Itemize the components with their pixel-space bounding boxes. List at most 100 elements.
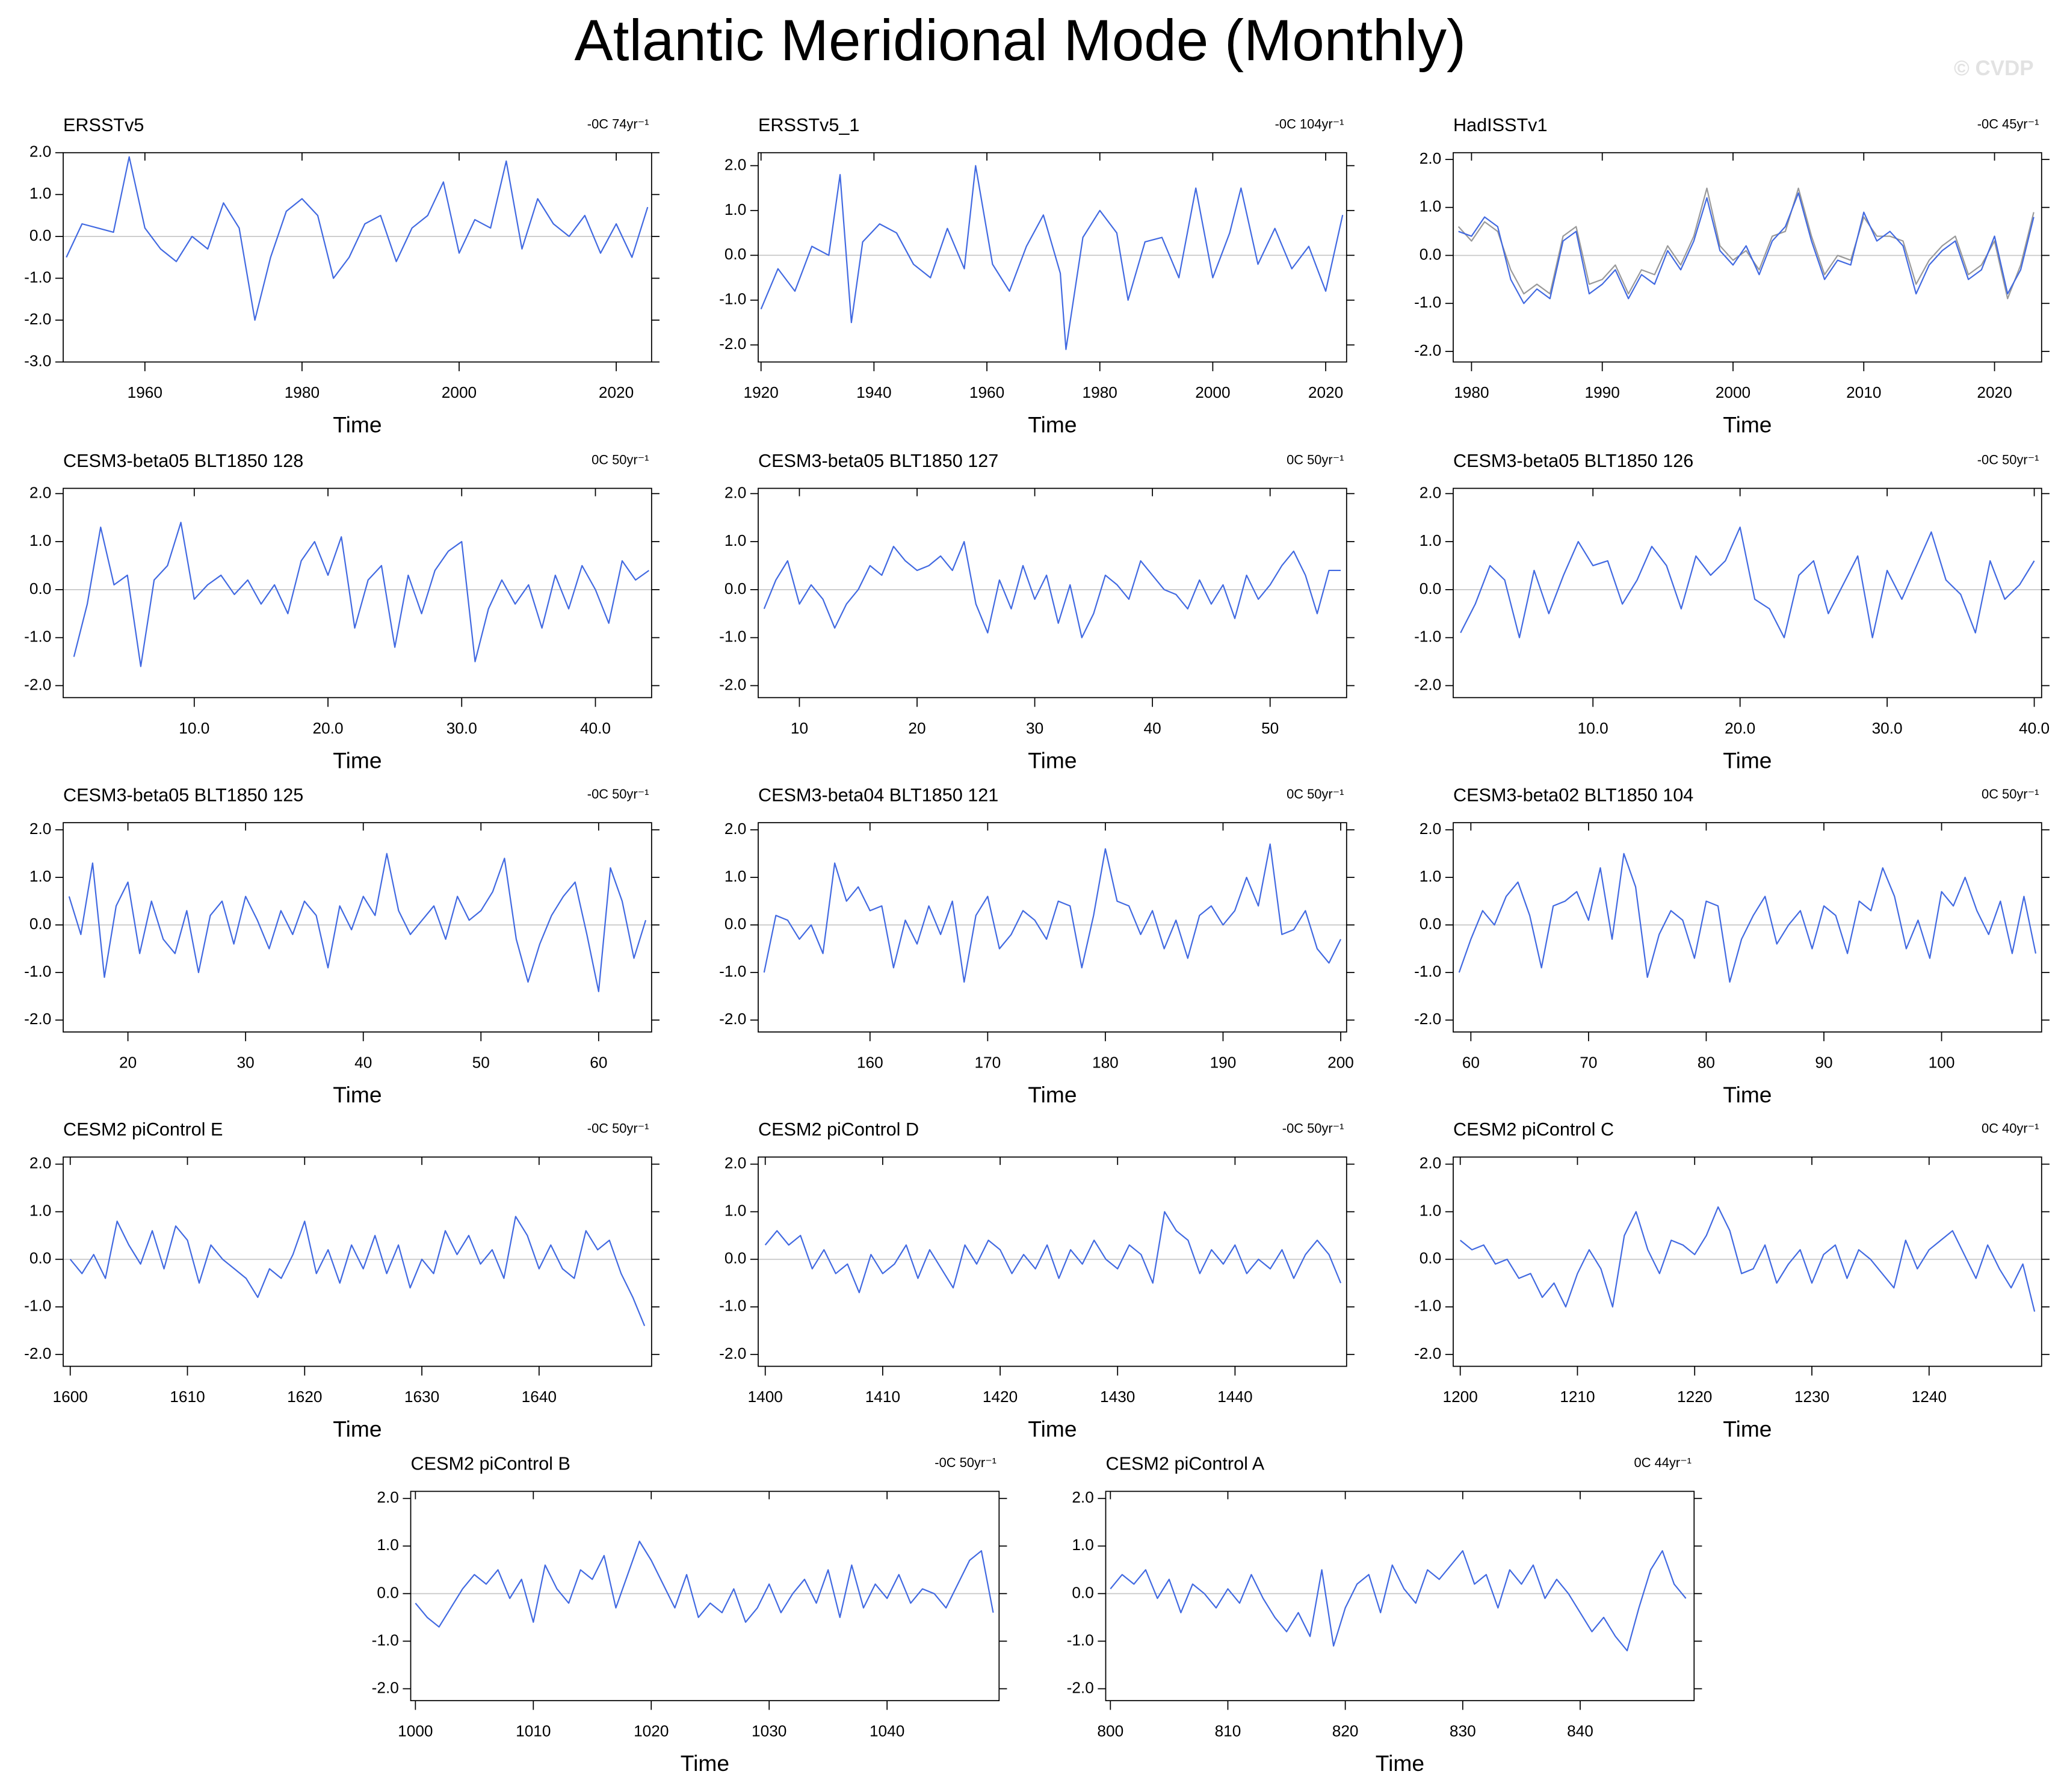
panel: ERSSTv5 -0C 74yr⁻¹ -3.0 -2.0 -1.0 0.0 1.0 2.0 19…	[24, 115, 660, 437]
x-tick-label: 70	[1580, 1053, 1597, 1071]
y-tick-label: 1.0	[1072, 1536, 1093, 1554]
x-tick-label: 1220	[1677, 1388, 1712, 1406]
x-tick-label: 80	[1698, 1053, 1715, 1071]
x-axis-label: Time	[1723, 1417, 1772, 1442]
panel-annotation: 0C 50yr⁻¹	[1982, 786, 2039, 802]
x-tick-label: 10	[791, 719, 808, 737]
x-tick-label: 2020	[1977, 383, 2012, 401]
series-line	[1457, 187, 2035, 300]
y-tick-label: -2.0	[24, 675, 51, 693]
y-tick-label: 1.0	[377, 1536, 398, 1554]
x-axis-label: Time	[681, 1750, 729, 1776]
x-tick-label: 40	[1144, 719, 1161, 737]
plot-frame	[758, 152, 1347, 363]
panel: CESM2 piControl C 0C 40yr⁻¹ -2.0 -1.0 0.0 1.0…	[1414, 1119, 2050, 1442]
x-tick-label: 60	[1462, 1053, 1480, 1071]
panel-annotation: -0C 104yr⁻¹	[1275, 117, 1344, 132]
x-tick-label: 1640	[522, 1388, 557, 1406]
panel-title: CESM3-beta04 BLT1850 121	[758, 785, 998, 806]
panel-title: CESM2 piControl E	[63, 1119, 223, 1140]
x-tick-label: 1000	[398, 1722, 433, 1740]
panel-annotation: -0C 50yr⁻¹	[1977, 452, 2039, 467]
series-line	[73, 522, 650, 667]
x-tick-label: 30	[1026, 719, 1043, 737]
x-tick-label: 40.0	[580, 719, 611, 737]
x-tick-label: 1630	[404, 1388, 439, 1406]
series-line	[1460, 527, 2035, 638]
y-tick-label: 2.0	[29, 143, 51, 161]
panel-title: ERSSTv5	[63, 115, 144, 135]
x-tick-label: 2020	[599, 383, 634, 401]
series-line	[763, 843, 1342, 983]
y-tick-label: 0.0	[377, 1583, 398, 1601]
x-tick-label: 10.0	[1578, 719, 1608, 737]
y-tick-label: 0.0	[1072, 1583, 1093, 1601]
series-line	[68, 853, 647, 992]
panel: HadISSTv1 -0C 45yr⁻¹ -2.0 -1.0 0.0 1.0 2.0 1980…	[1414, 115, 2050, 437]
plot-frame	[1453, 822, 2042, 1033]
y-tick-label: -2.0	[719, 675, 746, 693]
panel-annotation: -0C 45yr⁻¹	[1977, 117, 2039, 132]
x-tick-label: 2000	[1716, 383, 1750, 401]
x-tick-label: 800	[1097, 1722, 1123, 1740]
y-tick-label: 2.0	[1420, 483, 1441, 501]
x-tick-label: 2020	[1308, 383, 1343, 401]
panel-title: CESM3-beta05 BLT1850 125	[63, 785, 303, 806]
y-tick-label: -1.0	[719, 1297, 746, 1315]
plot-frame	[63, 152, 652, 363]
x-tick-label: 30.0	[446, 719, 477, 737]
plot-frame	[63, 1156, 652, 1367]
x-tick-label: 20.0	[1725, 719, 1755, 737]
x-tick-label: 2010	[1846, 383, 1881, 401]
panel-title: CESM3-beta05 BLT1850 126	[1453, 451, 1693, 471]
y-tick-label: 1.0	[725, 531, 746, 549]
x-axis-label: Time	[333, 1082, 382, 1107]
x-tick-label: 20	[908, 719, 925, 737]
series-line	[1110, 1550, 1687, 1652]
x-tick-label: 1980	[1454, 383, 1489, 401]
x-tick-label: 1990	[1585, 383, 1620, 401]
x-tick-label: 1420	[983, 1388, 1018, 1406]
y-tick-label: -1.0	[719, 628, 746, 646]
y-tick-label: 0.0	[1420, 245, 1441, 263]
y-tick-label: 0.0	[725, 1249, 746, 1267]
plot-frame	[63, 822, 652, 1033]
x-tick-label: 840	[1567, 1722, 1593, 1740]
series-line	[763, 540, 1341, 638]
y-tick-label: 2.0	[725, 483, 746, 501]
y-tick-label: 2.0	[1420, 149, 1441, 167]
x-tick-label: 180	[1092, 1053, 1119, 1071]
x-tick-label: 1200	[1442, 1388, 1477, 1406]
y-tick-label: 2.0	[29, 820, 51, 838]
panel-title: CESM3-beta05 BLT1850 127	[758, 451, 998, 471]
y-tick-label: -2.0	[719, 335, 746, 353]
x-tick-label: 40.0	[2019, 719, 2050, 737]
x-tick-label: 200	[1327, 1053, 1354, 1071]
y-tick-label: -1.0	[719, 962, 746, 980]
plot-frame	[1453, 1156, 2042, 1367]
y-tick-label: 2.0	[725, 155, 746, 173]
panel-annotation: 0C 50yr⁻¹	[1287, 786, 1344, 802]
panel: CESM3-beta04 BLT1850 121 0C 50yr⁻¹ -2.0 -1.…	[719, 785, 1355, 1107]
series-line	[1459, 1206, 2036, 1312]
x-tick-label: 170	[974, 1053, 1001, 1071]
y-tick-label: 1.0	[29, 867, 51, 885]
y-tick-label: -1.0	[24, 268, 51, 286]
x-tick-label: 40	[354, 1053, 372, 1071]
y-tick-label: -1.0	[24, 628, 51, 646]
panel-annotation: -0C 50yr⁻¹	[935, 1455, 996, 1470]
y-tick-label: 0.0	[1420, 579, 1441, 598]
plot-frame	[63, 487, 652, 699]
y-tick-label: 2.0	[725, 1154, 746, 1172]
y-tick-label: 1.0	[725, 1202, 746, 1220]
y-tick-label: -2.0	[719, 1344, 746, 1362]
plot-frame	[758, 822, 1347, 1033]
y-tick-label: 0.0	[29, 226, 51, 244]
y-tick-label: 0.0	[29, 915, 51, 933]
panel-title: CESM2 piControl D	[758, 1119, 919, 1140]
x-axis-label: Time	[1028, 1417, 1077, 1442]
panel-annotation: 0C 50yr⁻¹	[592, 452, 649, 467]
y-tick-label: 2.0	[1072, 1488, 1093, 1506]
y-tick-label: 1.0	[29, 1202, 51, 1220]
x-tick-label: 1440	[1217, 1388, 1252, 1406]
